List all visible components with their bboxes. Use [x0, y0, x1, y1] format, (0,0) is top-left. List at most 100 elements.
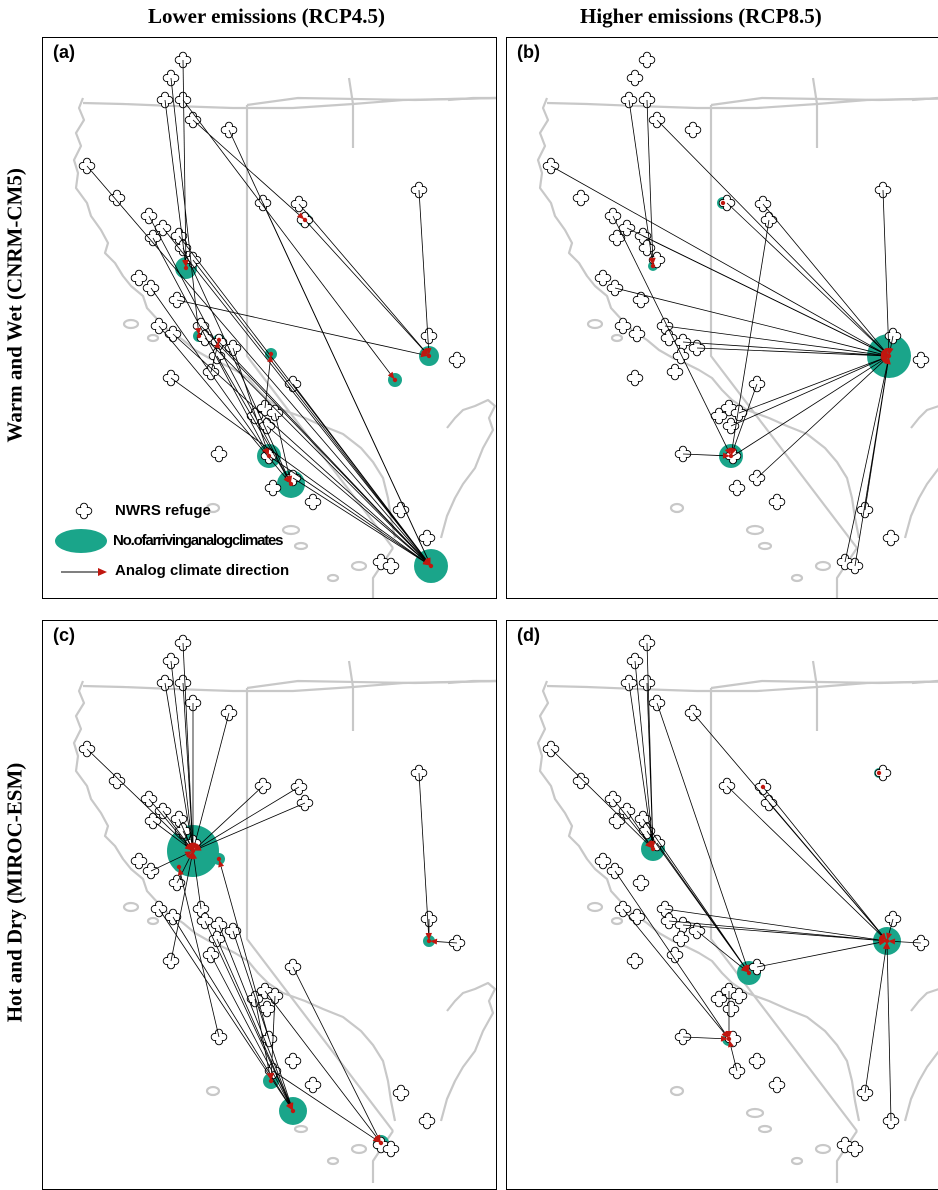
row-title-cnrm: Warm and Wet (CNRM-CM5) — [2, 168, 27, 443]
refuge-marker — [626, 952, 644, 970]
panel-label-a: (a) — [53, 42, 75, 62]
hub-center — [760, 784, 766, 790]
hub-center — [426, 353, 432, 359]
analog-arrow — [182, 247, 291, 484]
refuge-marker — [168, 874, 186, 892]
panel-label-d: (d) — [517, 625, 540, 645]
legend-row-direction: Analog climate direction — [51, 556, 371, 586]
column-title-rcp85: Higher emissions (RCP8.5) — [580, 4, 822, 28]
refuge-marker — [608, 812, 626, 830]
refuge-marker — [874, 764, 892, 782]
hub-center — [876, 770, 882, 776]
refuge-marker — [710, 407, 728, 425]
analog-arrow — [292, 477, 431, 566]
refuge-marker — [304, 493, 322, 511]
hub-center — [216, 856, 222, 862]
refuge-marker — [448, 351, 466, 369]
state-boundary — [709, 105, 858, 549]
refuge-marker — [258, 1000, 276, 1018]
island — [669, 502, 685, 514]
analog-arrow — [218, 924, 293, 1111]
analog-arrow — [304, 219, 429, 356]
hub-center — [302, 217, 308, 223]
refuge-marker — [418, 1112, 436, 1130]
island — [350, 1143, 368, 1155]
refuge-marker — [632, 291, 650, 309]
refuge-marker — [572, 189, 590, 207]
refuge-marker — [638, 822, 656, 840]
refuge-marker — [856, 1084, 874, 1102]
analog-arrow — [164, 99, 188, 268]
legend-row-refuge: NWRS refuge — [51, 496, 371, 526]
refuge-marker — [730, 987, 748, 1005]
analog-arrow — [887, 938, 922, 945]
analog-arrow — [854, 356, 891, 567]
hub-center — [726, 1036, 732, 1042]
refuge-marker — [140, 207, 158, 225]
island — [814, 560, 832, 572]
hub-center — [426, 938, 432, 944]
clover-outline-icon — [75, 502, 93, 520]
hub-center — [650, 846, 656, 852]
hub-center — [183, 265, 189, 271]
map-c — [72, 634, 496, 1183]
island — [790, 1156, 804, 1166]
analog-arrow — [550, 165, 889, 356]
state-boundary — [347, 660, 355, 731]
legend-label-refuge: NWRS refuge — [115, 502, 211, 519]
state-boundary — [811, 660, 819, 731]
refuge-marker — [684, 121, 702, 139]
analog-arrow — [204, 920, 293, 1111]
analog-arrow — [426, 919, 432, 940]
analog-arrow — [210, 954, 293, 1111]
refuge-marker — [264, 479, 282, 497]
state-boundary — [835, 1130, 858, 1183]
island — [745, 1107, 765, 1119]
hub-center — [268, 351, 274, 357]
hub-center — [392, 377, 398, 383]
analog-arrow — [886, 918, 894, 941]
map-d — [536, 634, 938, 1183]
river-boundary — [903, 405, 938, 539]
hub-center — [378, 1140, 384, 1146]
analog-arrow — [768, 802, 887, 941]
analog-arrow — [756, 356, 889, 479]
refuge-marker — [420, 327, 438, 345]
refuge-marker — [666, 363, 684, 381]
island — [205, 502, 221, 514]
analog-arrow — [729, 219, 770, 456]
island — [790, 573, 804, 583]
island — [586, 318, 604, 330]
refuge-marker — [672, 347, 690, 365]
analog-arrow — [232, 930, 294, 1111]
analog-arrow — [726, 785, 887, 941]
analog-arrow — [682, 1035, 729, 1042]
analog-arrow — [756, 939, 887, 968]
analog-arrow — [622, 908, 729, 1039]
refuge-marker — [884, 327, 902, 345]
analog-arrow — [732, 356, 889, 457]
refuge-marker — [626, 652, 644, 670]
analog-arrow — [612, 215, 731, 456]
analog-arrow — [884, 941, 892, 1122]
refuge-marker — [638, 674, 656, 692]
refuge-marker — [722, 1000, 740, 1018]
island — [326, 1156, 340, 1166]
panel-d: (d) — [506, 620, 938, 1190]
refuge-marker — [162, 952, 180, 970]
analog-arrow — [150, 851, 193, 872]
state-boundary — [245, 105, 394, 549]
refuge-marker — [638, 91, 656, 109]
refuge-marker — [142, 279, 160, 297]
analog-arrow — [264, 354, 274, 409]
refuge-marker — [768, 1076, 786, 1094]
hub-center — [196, 333, 202, 339]
refuge-marker — [224, 922, 242, 940]
analog-arrow — [696, 930, 749, 973]
analog-arrow — [550, 748, 653, 849]
refuge-marker — [608, 229, 626, 247]
hub-center — [268, 1078, 274, 1084]
map-b — [536, 51, 938, 598]
analog-arrow — [728, 1039, 738, 1072]
hub-center — [216, 337, 222, 343]
